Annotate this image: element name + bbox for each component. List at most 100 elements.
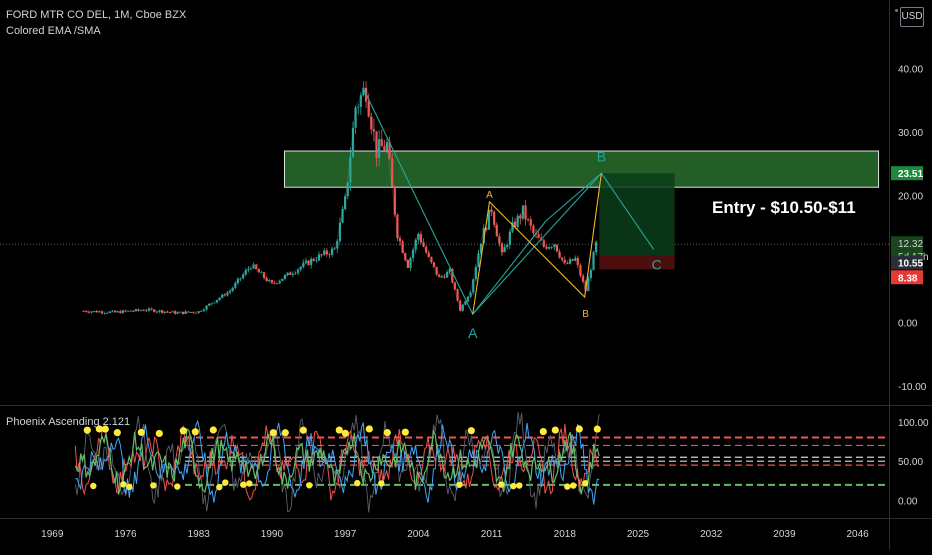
symbol-title[interactable]: FORD MTR CO DEL, 1M, Cboe BZX <box>6 9 187 21</box>
candle-body <box>168 312 172 313</box>
oversold-marker <box>90 482 97 490</box>
price-axis-tick: 0.00 <box>898 318 918 329</box>
candle-body <box>320 254 323 256</box>
candle-body <box>469 292 472 297</box>
candle-body <box>197 311 200 313</box>
candle-body <box>187 311 190 313</box>
candle-body <box>299 266 302 270</box>
candle-body <box>262 272 266 278</box>
candle-body <box>338 222 342 242</box>
overbought-marker <box>83 426 91 434</box>
time-axis-tick: 2004 <box>407 529 430 540</box>
candle-body <box>380 139 383 147</box>
candle-body <box>95 310 98 313</box>
candle-body <box>378 139 381 158</box>
sub-indicator-title[interactable]: Phoenix Ascending 2.121 <box>6 416 131 428</box>
price-badge-target: 23.51 <box>898 169 923 180</box>
candle-body <box>574 257 577 261</box>
candle-body <box>474 267 477 280</box>
candle-body <box>205 305 208 310</box>
time-axis-tick: 2025 <box>627 529 650 540</box>
candle-body <box>273 282 276 284</box>
candle-body <box>184 311 187 314</box>
candle-body <box>121 310 124 314</box>
overbought-marker <box>467 427 475 435</box>
overbought-marker <box>281 429 289 437</box>
candle-body <box>553 244 556 248</box>
price-series-line <box>83 86 597 314</box>
candle-body <box>312 258 315 261</box>
candle-body <box>124 310 127 312</box>
candle-body <box>482 227 485 244</box>
candle-body <box>566 262 569 264</box>
candle-body <box>85 311 88 312</box>
candle-body <box>231 287 234 291</box>
candle-body <box>346 182 349 197</box>
candle-body <box>563 259 566 263</box>
price-axis-tick: -10.00 <box>898 382 927 393</box>
overbought-marker <box>179 427 187 435</box>
pattern-label-c-teal: C <box>652 256 662 272</box>
overbought-marker <box>551 426 559 434</box>
candle-body <box>432 262 436 267</box>
candle-body <box>223 294 226 296</box>
candle-body <box>547 247 551 249</box>
candle-body <box>252 264 255 269</box>
overbought-marker <box>539 427 547 436</box>
candle-body <box>294 273 297 274</box>
price-axis-tick: 40.00 <box>898 64 923 75</box>
candle-body <box>213 302 216 304</box>
candle-body <box>506 245 509 248</box>
oversold-marker <box>378 480 385 487</box>
candle-body <box>137 309 140 311</box>
candle-body <box>325 250 328 255</box>
candle-body <box>542 240 545 247</box>
candle-body <box>401 241 404 254</box>
pattern-label-a-yellow: A <box>486 190 493 201</box>
settings-dot-icon[interactable] <box>895 9 898 12</box>
candle-body <box>576 257 579 265</box>
currency-button[interactable]: USD <box>900 7 924 27</box>
pattern-label-a-teal: A <box>468 325 478 341</box>
indicator-legend[interactable]: Colored EMA /SMA <box>6 25 101 37</box>
overbought-marker <box>137 428 145 436</box>
candle-body <box>398 238 402 242</box>
candle-body <box>158 310 161 312</box>
candle-body <box>511 221 514 232</box>
candle-body <box>388 141 391 159</box>
candle-body <box>166 311 169 313</box>
candle-body <box>568 259 572 264</box>
candle-body <box>302 262 305 267</box>
price-badge-entry: 10.55 <box>898 258 923 269</box>
overbought-marker <box>113 429 121 437</box>
overbought-marker <box>269 429 277 437</box>
candle-body <box>181 311 185 314</box>
overbought-marker <box>401 428 409 436</box>
oscillator-red <box>74 424 600 501</box>
candle-body <box>90 311 93 313</box>
indicator-axis-tick: 0.00 <box>898 497 918 508</box>
candle-body <box>336 241 339 249</box>
candle-body <box>289 272 292 275</box>
candle-body <box>519 215 522 219</box>
price-axis-tick: 20.00 <box>898 191 923 202</box>
price-badge-stop-bg <box>891 270 923 285</box>
candle-body <box>239 278 242 280</box>
candle-body <box>161 310 164 313</box>
candle-body <box>296 269 300 274</box>
candle-body <box>234 283 237 288</box>
candle-body <box>425 246 428 253</box>
candle-body <box>247 268 250 271</box>
indicator-axis-tick: 100.00 <box>898 418 929 429</box>
candle-body <box>537 234 540 239</box>
candle-body <box>202 309 206 312</box>
oversold-marker <box>516 482 523 489</box>
oversold-marker <box>564 483 571 490</box>
candle-body <box>116 311 119 313</box>
candle-body <box>310 258 313 266</box>
time-axis-tick: 1976 <box>114 529 137 540</box>
pattern-label-b-yellow: B <box>582 309 589 320</box>
price-badge-entry-bg <box>891 255 923 270</box>
indicator-axis-tick: 50.00 <box>898 457 923 468</box>
